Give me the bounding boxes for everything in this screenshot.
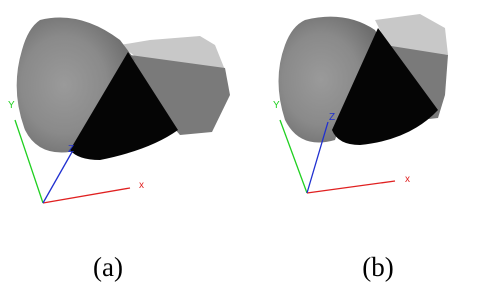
axis-label-x: x [139,180,144,191]
axis-z [43,152,72,203]
caption: (a) [93,252,123,282]
axis-label-y: Y [8,100,15,111]
axis-x [43,188,130,203]
axis-label-y: Y [273,100,280,111]
axis-label-z: Z [329,112,335,123]
axis-label-z: Z [68,144,74,155]
figure: x Y Z (a) x Y Z (b) [0,0,484,289]
axis-x [307,181,395,193]
axis-label-x: x [405,174,410,185]
panel-a: x Y Z (a) [8,18,230,283]
caption: (b) [362,252,393,282]
panel-b: x Y Z (b) [273,14,448,282]
